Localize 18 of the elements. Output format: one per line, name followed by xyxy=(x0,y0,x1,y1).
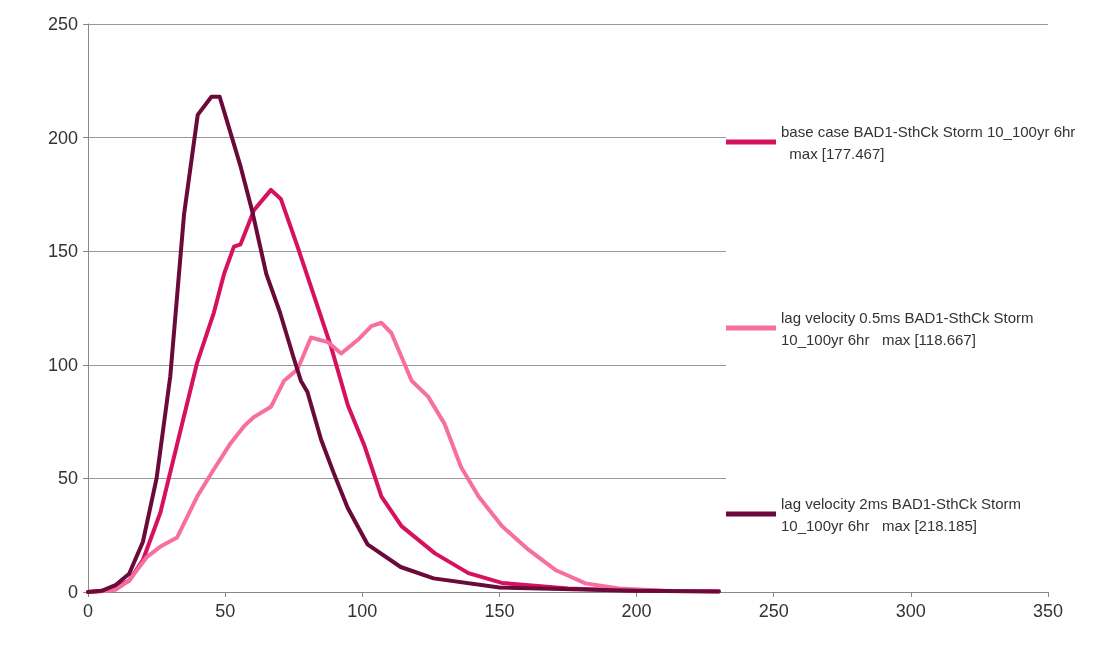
legend-label: lag velocity 2ms BAD1-SthCk Storm 10_100yr 6hr max [218.185] xyxy=(781,494,1026,534)
x-tick-label: 250 xyxy=(758,601,789,621)
x-tick-label: 350 xyxy=(1032,601,1064,621)
x-tick-label: 200 xyxy=(621,601,652,621)
x-tick-label: 100 xyxy=(347,601,378,621)
x-tick-label: 300 xyxy=(895,601,926,621)
y-tick-label: 150 xyxy=(47,241,78,262)
y-tick-label: 100 xyxy=(47,354,78,375)
y-tick-label: 250 xyxy=(47,14,78,34)
line-series xyxy=(86,94,721,594)
x-tick-label: 50 xyxy=(215,601,236,621)
legend-label: lag velocity 0.5ms BAD1-SthCk Storm 10_100yr 6hr max [118.667] xyxy=(781,308,1038,348)
y-tick-label: 50 xyxy=(57,468,78,489)
y-tick-label: 200 xyxy=(47,127,78,148)
x-tick-label: 0 xyxy=(82,601,94,621)
legend-label: base case BAD1-SthCk Storm 10_100yr 6hr max [177.467] xyxy=(781,122,1080,162)
x-tick-label: 150 xyxy=(484,601,515,621)
y-tick-label: 0 xyxy=(67,582,78,602)
